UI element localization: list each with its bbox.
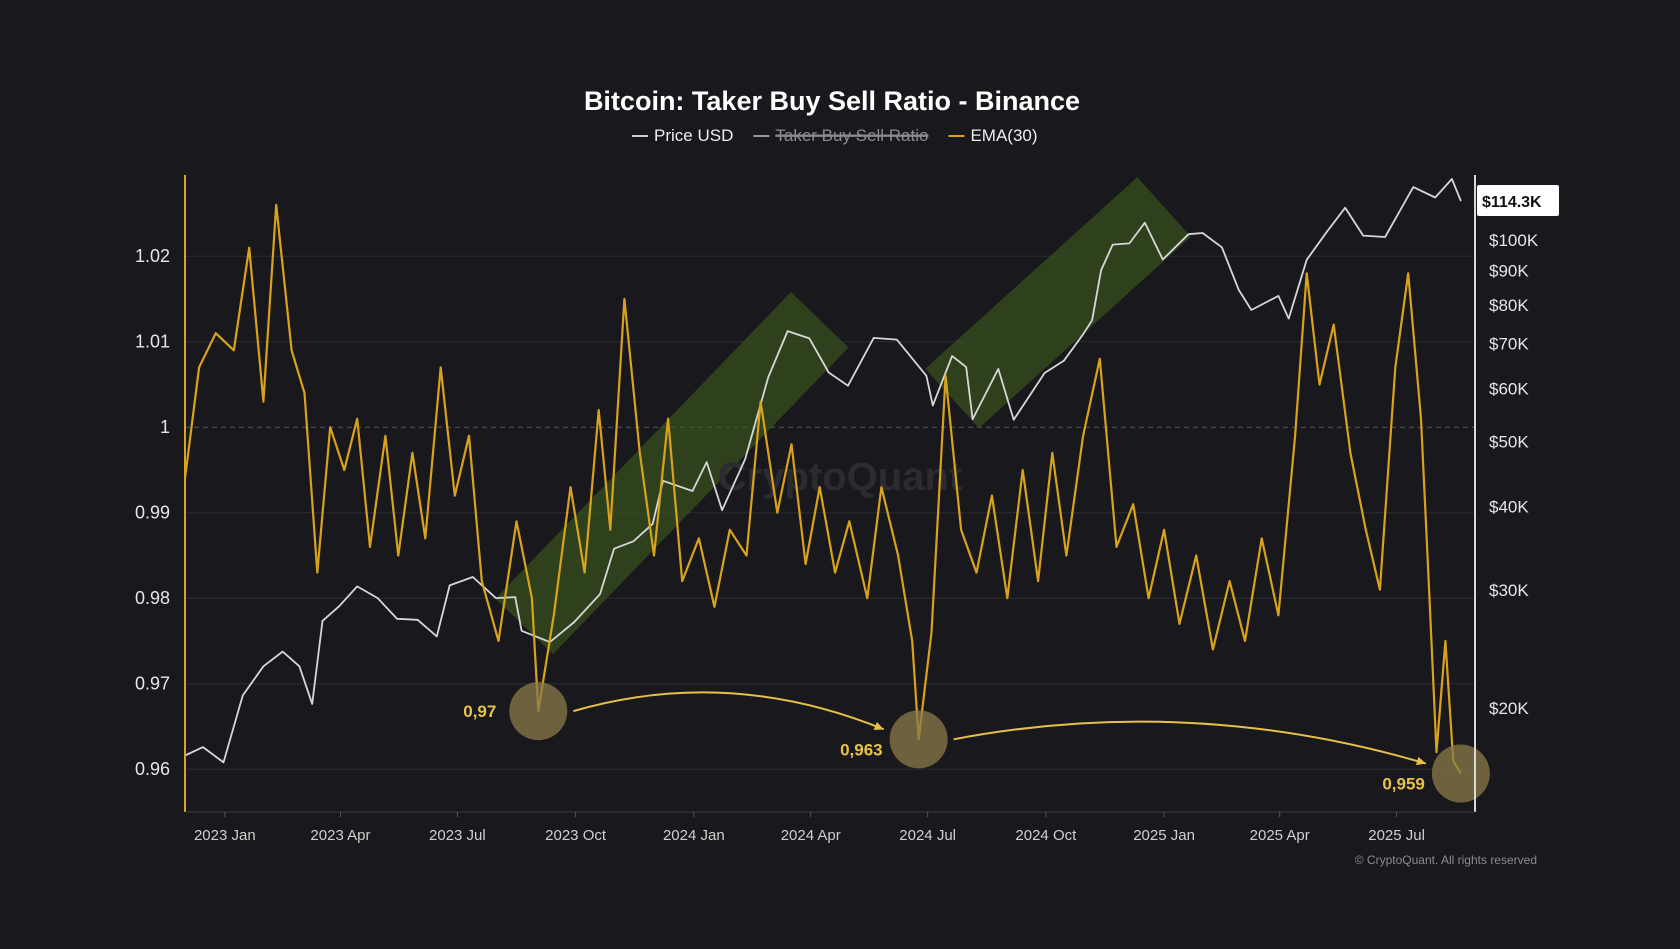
x-tick-label: 2025 Jan [1133, 827, 1195, 844]
x-tick-labels: 2023 Jan 2023 Apr 2023 Jul 2023 Oct 2024 Jan… [194, 812, 1425, 844]
x-tick-label: 2024 Oct [1015, 827, 1077, 844]
y-left-tick-label: 0.98 [135, 588, 170, 608]
y-left-tick-label: 1.01 [135, 332, 170, 352]
y-left-tick-label: 0.97 [135, 674, 170, 694]
x-tick-label: 2025 Jul [1368, 827, 1425, 844]
x-tick-label: 2023 Oct [545, 827, 607, 844]
legend-label: EMA(30) [970, 126, 1037, 145]
grid [185, 255, 1475, 770]
y-left-tick-labels: 0.96 0.97 0.98 0.99 1 1.01 1.02 [135, 246, 170, 779]
y-left-tick-label: 0.99 [135, 503, 170, 523]
y-right-tick-label: $70K [1489, 335, 1529, 354]
annotation-arrow [953, 720, 1427, 765]
y-left-tick-label: 1.02 [135, 246, 170, 266]
legend-label: Price USD [654, 126, 733, 145]
y-right-tick-label: $30K [1489, 581, 1529, 600]
last-price-label: $114.3K [1482, 194, 1542, 211]
y-right-tick-label: $80K [1489, 296, 1529, 315]
trend-channel [925, 177, 1191, 429]
y-right-tick-label: $60K [1489, 380, 1529, 399]
x-tick-label: 2025 Apr [1250, 827, 1310, 844]
x-tick-label: 2024 Jan [663, 827, 725, 844]
watermark: CryptoQuant [718, 455, 962, 499]
legend-item[interactable]: Price USD [632, 126, 733, 145]
annotation-label: 0,959 [1382, 775, 1425, 794]
x-tick-label: 2024 Jul [899, 827, 956, 844]
x-tick-label: 2023 Apr [310, 827, 370, 844]
price-usd-line [184, 178, 1462, 764]
y-right-tick-label: $40K [1489, 498, 1529, 517]
y-left-tick-label: 1 [160, 417, 170, 437]
legend-item[interactable]: Taker Buy Sell Ratio [753, 126, 929, 145]
ema30-line [183, 203, 1462, 775]
annotation-label: 0,963 [840, 740, 883, 759]
y-right-tick-label: $100K [1489, 231, 1539, 250]
y-right-tick-label: $20K [1489, 699, 1529, 718]
annotation-arrowhead [1416, 756, 1426, 766]
y-right-tick-labels: $20K $30K $40K $50K $60K $70K $80K $90K $100K [1489, 231, 1539, 718]
annotation-circle [509, 682, 568, 741]
y-right-tick-label: $50K [1489, 433, 1529, 452]
x-tick-label: 2024 Apr [781, 827, 841, 844]
annotation-label: 0,97 [463, 702, 496, 721]
y-left-tick-label: 0.96 [135, 759, 170, 779]
y-right-tick-label: $90K [1489, 262, 1529, 281]
chart-title: Bitcoin: Taker Buy Sell Ratio - Binance [584, 86, 1080, 116]
annotation-arrowhead [873, 721, 884, 730]
x-tick-label: 2023 Jul [429, 827, 486, 844]
annotation-circle [889, 710, 948, 769]
annotation-circle [1431, 744, 1490, 803]
annotation-arrow [573, 691, 885, 731]
legend-item[interactable]: EMA(30) [948, 126, 1038, 145]
copyright: © CryptoQuant. All rights reserved [1355, 853, 1537, 867]
legend: Price USD Taker Buy Sell Ratio EMA(30) [632, 126, 1038, 145]
last-price-badge: $114.3K [1477, 185, 1559, 217]
x-tick-label: 2023 Jan [194, 827, 256, 844]
series [183, 178, 1462, 775]
